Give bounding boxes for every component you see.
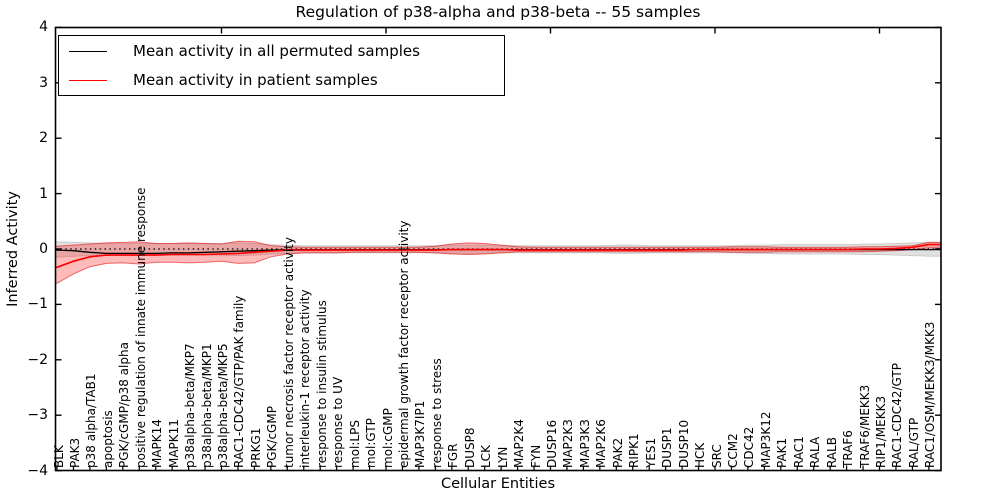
x-tick-label: RALB [824,437,839,468]
y-tick-label: 2 [39,130,48,147]
x-tick-label: PRKG1 [248,427,263,468]
x-tick-label: RAC1-CDC42/GTP/PAK family [232,295,247,468]
x-tick-label: MAP3K12 [758,411,773,468]
legend-line-sample-permuted [69,50,107,52]
x-tick-label: epidermal growth factor receptor activit… [396,220,411,468]
x-tick-label: response to insulin stimulus [314,300,329,468]
x-tick-label: HCK [693,442,708,468]
y-tick-label: −4 [27,462,48,479]
x-tick-label: LCK [479,445,494,468]
x-tick-label: YES1 [643,437,658,468]
legend-item-patient: Mean activity in patient samples [59,66,504,94]
x-tick-label: CCM2 [725,433,740,468]
x-tick-label: FYN [528,444,543,468]
x-tick-label: SRC [709,444,724,468]
x-tick-label: response to stress [429,358,444,468]
x-tick-label: CDC42 [742,426,757,468]
x-tick-label: MAP3K7IP1 [413,400,428,468]
x-tick-label: RIP1/MEKK3 [874,395,888,468]
y-tick-label: 0 [39,241,48,257]
x-tick-label: RAL/GTP [906,417,921,468]
x-tick-label: RAC1 [791,436,806,468]
x-tick-label: RALA [808,436,823,468]
x-tick-label: PGK/cGMP [265,406,280,468]
x-tick-label: DUSP8 [462,427,477,468]
x-tick-label: FGR [446,443,461,468]
series-line-patient [55,243,941,269]
x-tick-label: MAP2K3 [561,419,576,468]
legend-line-sample-patient [69,79,107,81]
x-tick-label: TRAF6 [841,430,856,468]
x-tick-label: DUSP1 [660,427,675,468]
y-tick-label: 4 [39,19,48,36]
x-tick-label: PAK3 [67,437,82,468]
x-tick-label: mol:GTP [364,418,379,468]
y-tick-label: −1 [27,296,48,313]
x-tick-label: MAP2K4 [512,419,527,468]
x-tick-label: response to UV [331,376,346,468]
x-tick-label: PGK/cGMP/p38 alpha [117,342,132,468]
x-tick-label: p38alpha-beta/MKP5 [216,343,230,468]
x-tick-label: RAC1/OSM/MEKK3/MKK3 [923,321,938,468]
x-tick-label: LYN [495,446,510,468]
x-tick-label: MAP3K3 [577,419,592,468]
y-tick-label: 1 [39,185,48,202]
x-axis-label: Cellular Entities [440,476,556,492]
x-tick-label: mol:cGMP [380,408,395,468]
x-tick-label: apoptosis [100,410,115,468]
legend: Mean activity in all permuted samples Me… [58,35,505,96]
x-tick-label: tumor necrosis factor receptor activity [281,237,296,468]
x-tick-label: p38alpha-beta/MKP1 [199,343,214,468]
x-tick-label: PAK2 [610,437,625,468]
legend-item-permuted: Mean activity in all permuted samples [59,37,504,65]
x-tick-label: interleukin-1 receptor activity [298,289,313,468]
x-tick-label: RIPK1 [627,433,642,468]
x-tick-label: MAPK14 [150,419,165,468]
x-tick-label: mol:LPS [347,420,362,468]
legend-label-permuted: Mean activity in all permuted samples [133,42,420,60]
x-tick-label: BLK [51,445,66,468]
x-tick-label: DUSP16 [545,419,559,468]
x-tick-label: MAPK11 [166,419,181,468]
legend-label-patient: Mean activity in patient samples [133,71,378,89]
band-patient-samples-range [55,240,942,284]
y-tick-label: −2 [27,351,48,368]
x-tick-label: p38alpha-beta/MKP7 [183,343,198,468]
x-tick-label: DUSP10 [676,419,691,468]
x-tick-label: MAP2K6 [594,419,609,468]
x-tick-label: p38 alpha/TAB1 [84,373,99,468]
x-tick-label: RAC1-CDC42/GTP [890,363,905,468]
y-tick-label: 3 [39,74,48,91]
x-tick-label: positive regulation of innate immune res… [133,187,148,468]
x-tick-label: PAK1 [775,437,790,468]
x-tick-label: TRAF6/MEKK3 [857,384,872,468]
y-tick-label: −3 [27,407,48,424]
chart-title: Regulation of p38-alpha and p38-beta -- … [295,3,701,21]
